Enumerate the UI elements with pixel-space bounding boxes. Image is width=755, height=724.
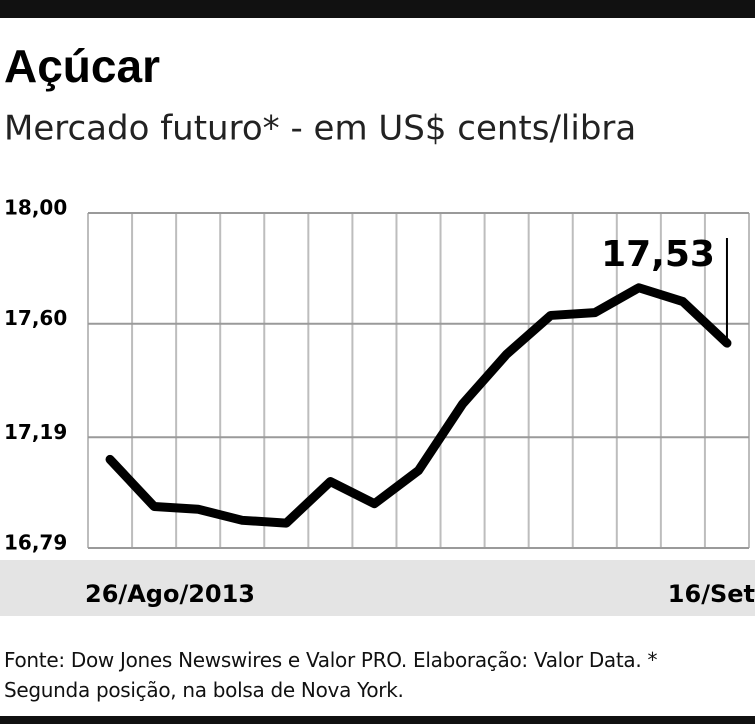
line	[105, 283, 732, 528]
x-tick-label: 16/Set	[668, 580, 755, 608]
y-tick-label: 18,00	[4, 196, 67, 220]
top-bar	[0, 0, 755, 18]
chart-subtitle: Mercado futuro* - em US$ cents/libra	[4, 109, 636, 149]
y-tick-label: 17,19	[4, 420, 67, 444]
plot: 26/Ago/2013 16/Set 17,53	[85, 234, 755, 608]
x-axis-band	[0, 560, 755, 616]
y-tick-label: 16,79	[4, 531, 67, 555]
bottom-bar	[0, 716, 755, 724]
y-tick-label: 17,60	[4, 306, 67, 330]
x-tick-label: 26/Ago/2013	[85, 580, 255, 608]
source-note: Fonte: Dow Jones Newswires e Valor PRO. …	[4, 648, 658, 702]
value-label: 17,53	[601, 234, 715, 275]
chart-title: Açúcar	[4, 40, 160, 92]
